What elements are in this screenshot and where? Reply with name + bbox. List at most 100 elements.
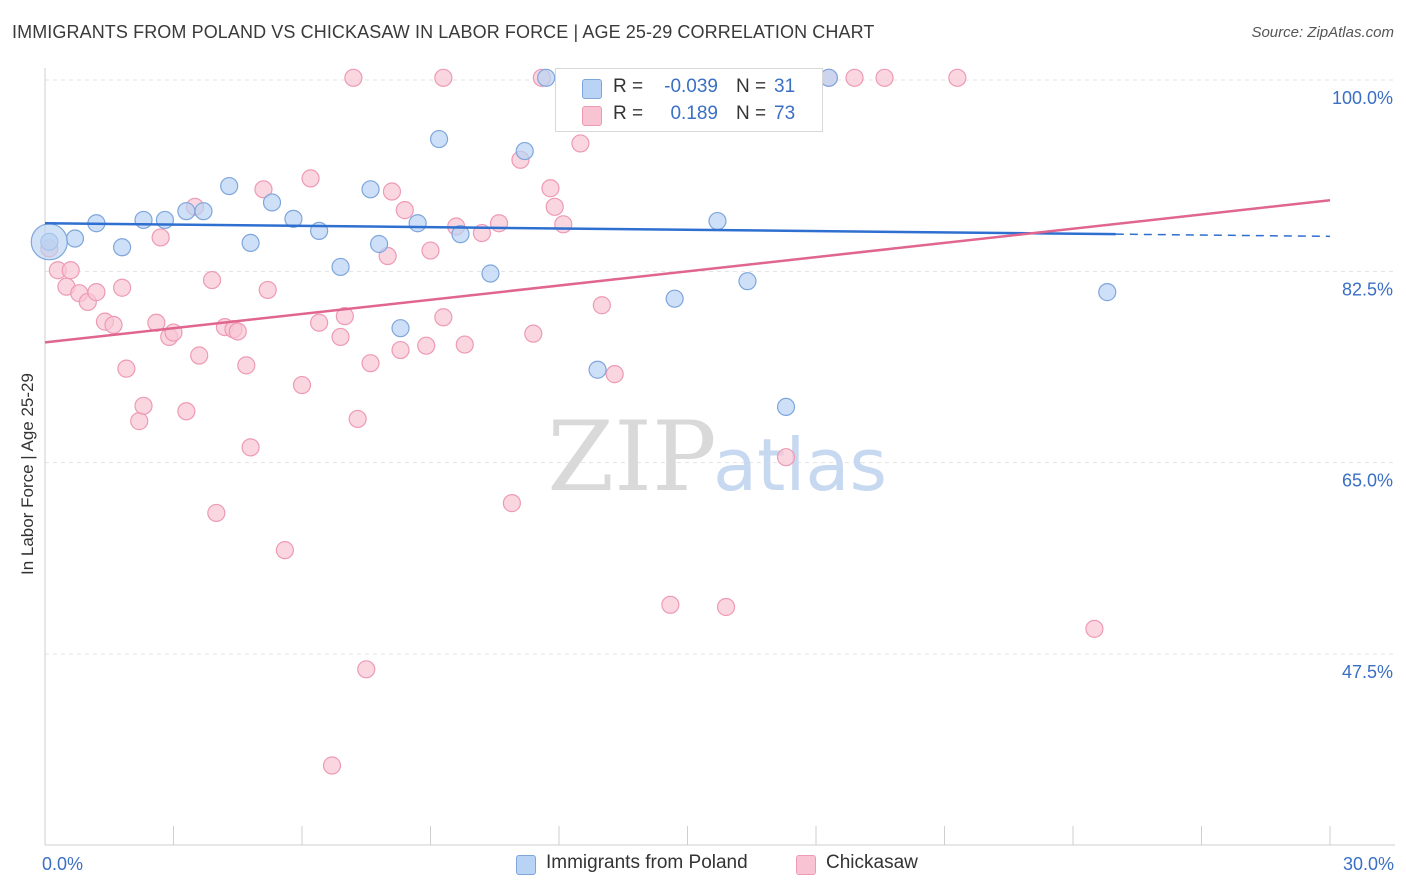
chickasaw-point xyxy=(395,201,414,220)
y-tick-label: 65.0% xyxy=(1342,471,1393,491)
axes xyxy=(44,68,1395,846)
chickasaw-point xyxy=(421,241,440,260)
legend-r-label: R = xyxy=(613,103,644,124)
chickasaw-point xyxy=(661,595,680,614)
chickasaw-point xyxy=(434,308,453,327)
chickasaw-point xyxy=(776,448,796,467)
chickasaw-point xyxy=(237,356,256,375)
y-tick-label: 100.0% xyxy=(1332,88,1393,108)
poland-point xyxy=(408,214,427,233)
chickasaw-point xyxy=(545,197,564,216)
poland-point xyxy=(370,234,389,254)
watermark-atlas: atlas xyxy=(713,423,887,507)
chickasaw-point xyxy=(331,327,350,347)
x-tick-label: 0.0% xyxy=(42,854,83,874)
series-legend: Immigrants from Poland Chickasaw xyxy=(0,850,1406,880)
chickasaw-point xyxy=(151,228,170,247)
x-tick-label: 30.0% xyxy=(1343,854,1394,874)
poland-point xyxy=(65,229,85,248)
poland-point xyxy=(665,289,684,308)
source-credit: Source: ZipAtlas.com xyxy=(1251,24,1394,41)
chickasaw-point xyxy=(554,215,573,234)
poland-point xyxy=(429,129,449,149)
chickasaw-point xyxy=(112,278,132,297)
chickasaw-swatch xyxy=(796,855,816,875)
chickasaw-point xyxy=(104,315,123,335)
poland-swatch xyxy=(516,855,536,875)
chickasaw-point xyxy=(592,296,611,315)
legend-row-chickasaw: R = 0.189 N = 73 xyxy=(556,100,822,128)
poland-point xyxy=(134,210,153,230)
legend-r-value: 0.189 xyxy=(670,103,718,124)
poland-point xyxy=(155,210,175,230)
legend-n-label: N = xyxy=(736,103,767,124)
poland-point xyxy=(262,193,282,212)
chickasaw-point xyxy=(322,756,342,775)
watermark-zip: ZIP xyxy=(547,401,716,513)
chickasaw-point xyxy=(502,494,521,513)
chickasaw-point xyxy=(541,179,560,198)
poland-point xyxy=(481,264,500,283)
poland-point xyxy=(1098,283,1117,302)
poland-point xyxy=(220,176,239,196)
poland-point xyxy=(284,209,303,228)
legend-r-label: R = xyxy=(613,76,644,97)
poland-point xyxy=(112,238,132,257)
legend-n-label: N = xyxy=(736,76,767,97)
chickasaw-point xyxy=(361,354,380,373)
chickasaw-point xyxy=(87,283,106,302)
chickasaw-point xyxy=(335,307,354,326)
chickasaw-trend-line xyxy=(44,199,1331,344)
chickasaw-point xyxy=(202,270,222,290)
chickasaw-point xyxy=(348,409,367,429)
legend-r-value: -0.039 xyxy=(664,76,718,97)
chickasaw-point xyxy=(258,280,277,300)
chickasaw-point xyxy=(716,597,736,617)
poland-point xyxy=(451,225,470,244)
chickasaw-point xyxy=(241,438,260,457)
chart-title: IMMIGRANTS FROM POLAND VS CHICKASAW IN L… xyxy=(12,22,875,42)
poland-point xyxy=(515,141,534,161)
chickasaw-point xyxy=(310,313,329,332)
poland-point xyxy=(391,319,410,338)
poland-point xyxy=(537,68,556,87)
chickasaw-point xyxy=(489,214,509,233)
trend-lines xyxy=(44,199,1331,344)
poland-point xyxy=(331,257,350,277)
legend-n-value: 31 xyxy=(774,76,796,97)
poland-point xyxy=(776,397,796,417)
chickasaw-point xyxy=(357,660,376,679)
chickasaw-point xyxy=(61,261,80,280)
chickasaw-point xyxy=(875,68,894,87)
chickasaw-point xyxy=(190,346,209,365)
chickasaw-point xyxy=(391,340,410,360)
chickasaw-point xyxy=(605,365,624,384)
chickasaw-point xyxy=(344,68,363,87)
chickasaw-point xyxy=(455,335,474,354)
chickasaw-point xyxy=(571,134,590,153)
chickasaw-point xyxy=(228,322,247,341)
poland-point xyxy=(738,272,757,291)
poland-point xyxy=(588,360,607,379)
chickasaw-point xyxy=(177,402,196,421)
y-axis-label: In Labor Force | Age 25-29 xyxy=(18,373,37,575)
y-tick-label: 82.5% xyxy=(1342,279,1393,299)
poland-point-large xyxy=(30,223,68,261)
legend-n-value: 73 xyxy=(774,103,796,124)
poland-swatch xyxy=(582,79,602,99)
y-axis-label-wrap: In Labor Force | Age 25-29 xyxy=(18,320,42,580)
chickasaw-point xyxy=(292,375,312,395)
poland-point xyxy=(177,202,196,221)
chickasaw-point xyxy=(1085,619,1104,638)
poland-point xyxy=(194,202,213,221)
chickasaw-point xyxy=(301,169,320,188)
chickasaw-point xyxy=(948,68,967,87)
poland-point xyxy=(361,180,380,199)
legend-row-poland: R = -0.039 N = 31 xyxy=(556,73,822,101)
poland-point xyxy=(708,211,727,231)
watermark: ZIP atlas xyxy=(547,401,887,513)
chickasaw-point xyxy=(524,324,543,343)
poland-trend-line xyxy=(44,221,1116,236)
chickasaw-point xyxy=(117,359,136,378)
chickasaw-point xyxy=(134,396,153,415)
